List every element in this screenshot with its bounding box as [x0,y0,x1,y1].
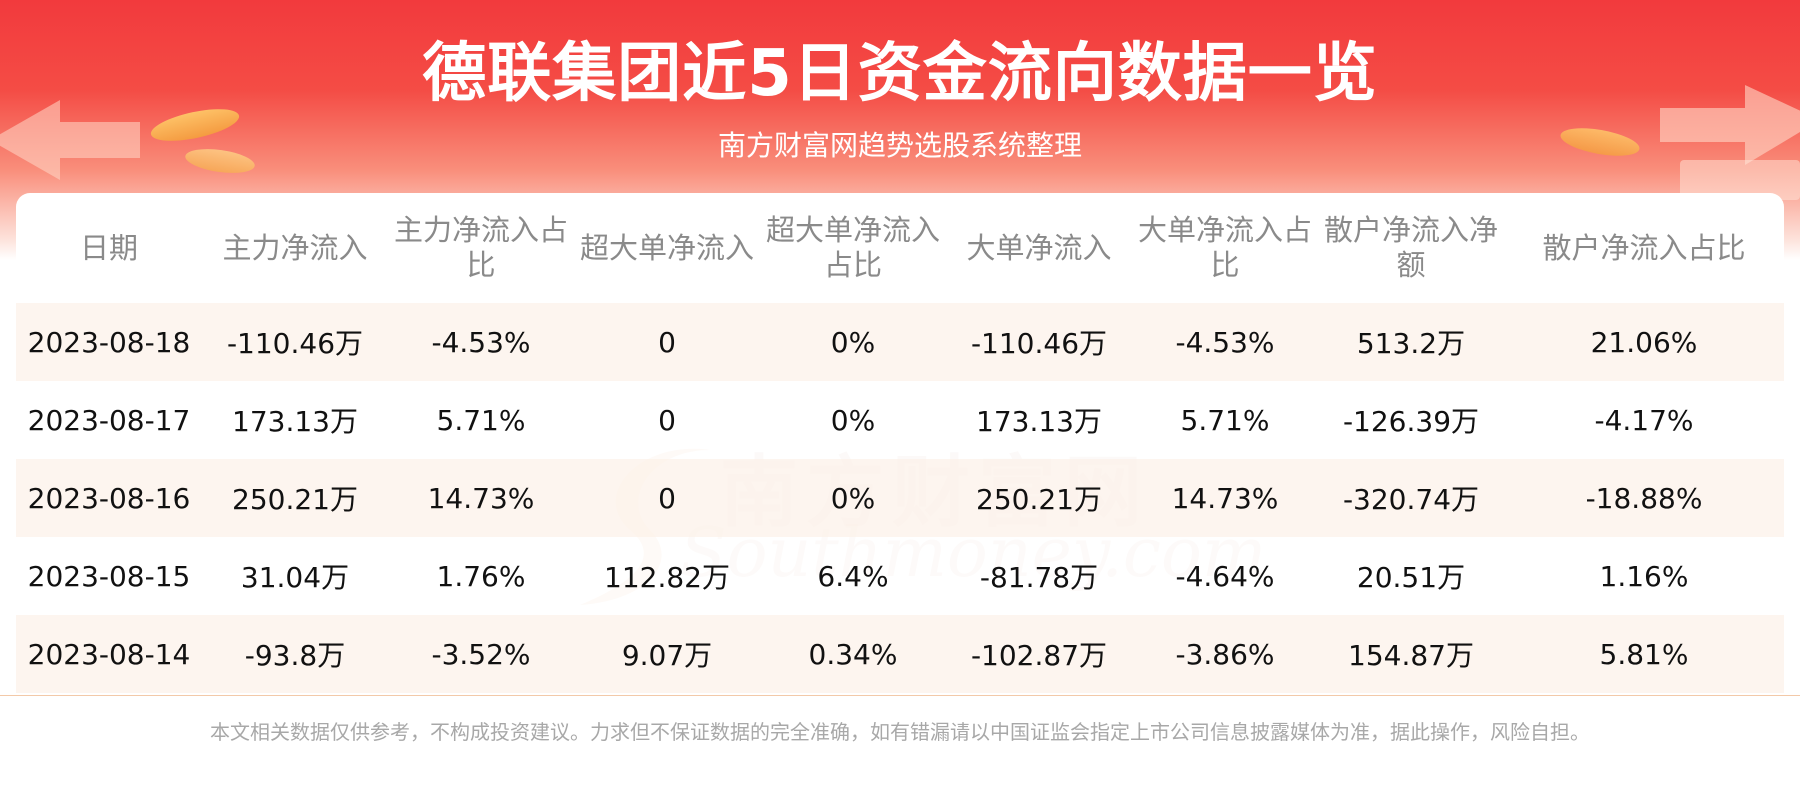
cell-large-inflow: -81.78万 [946,537,1132,615]
cell-large-ratio: 5.71% [1132,381,1318,459]
column-header-date: 日期 [79,230,138,265]
table-row: 2023-08-18 -110.46万 -4.53% 0 0% -110.46万… [16,303,1784,381]
cell-date: 2023-08-15 [16,537,202,615]
cell-date: 2023-08-16 [16,459,202,537]
cell-retail-inflow: -320.74万 [1318,459,1504,537]
footer-divider [0,695,1800,696]
cell-xl-inflow: 0 [574,459,760,537]
column-header-main-inflow: 主力净流入 [222,230,368,265]
footer-disclaimer: 本文相关数据仅供参考，不构成投资建议。力求但不保证数据的完全准确，如有错漏请以中… [210,720,1590,744]
cell-retail-inflow: 154.87万 [1318,615,1504,693]
cell-xl-inflow: 0 [574,303,760,381]
cell-main-ratio: 14.73% [388,459,574,537]
table-row: 2023-08-16 250.21万 14.73% 0 0% 250.21万 1… [16,459,1784,537]
cell-main-inflow: 31.04万 [202,537,388,615]
page-title: 德联集团近5日资金流向数据一览 [422,37,1378,111]
table-row: 2023-08-14 -93.8万 -3.52% 9.07万 0.34% -10… [16,615,1784,693]
column-header-xl-ratio: 超大单净流入占比 [766,213,941,282]
cell-retail-ratio: 1.16% [1504,537,1784,615]
table-header-row: 日期 主力净流入 主力净流入占比 超大单净流入 超大单净流入占比 大单净流入 大… [16,193,1784,303]
cell-main-ratio: -3.52% [388,615,574,693]
cell-date: 2023-08-17 [16,381,202,459]
cell-main-inflow: -93.8万 [202,615,388,693]
cell-retail-ratio: 21.06% [1504,303,1784,381]
cell-xl-inflow: 9.07万 [574,615,760,693]
column-header-retail-ratio: 散户净流入占比 [1542,230,1746,265]
cell-xl-ratio: 0% [760,303,946,381]
cell-main-ratio: 1.76% [388,537,574,615]
cell-xl-ratio: 6.4% [760,537,946,615]
cell-large-inflow: -110.46万 [946,303,1132,381]
cell-large-ratio: -4.53% [1132,303,1318,381]
page-subtitle: 南方财富网趋势选股系统整理 [717,129,1082,162]
column-header-xl-inflow: 超大单净流入 [580,230,755,265]
cell-date: 2023-08-14 [16,615,202,693]
cell-xl-ratio: 0% [760,381,946,459]
column-header-main-ratio: 主力净流入占比 [394,213,569,282]
arrow-decoration-right [1660,85,1800,200]
cell-main-inflow: -110.46万 [202,303,388,381]
cell-large-inflow: 173.13万 [946,381,1132,459]
cell-large-inflow: 250.21万 [946,459,1132,537]
cell-date: 2023-08-18 [16,303,202,381]
fund-flow-table: 日期 主力净流入 主力净流入占比 超大单净流入 超大单净流入占比 大单净流入 大… [16,193,1784,693]
cell-retail-ratio: 5.81% [1504,615,1784,693]
column-header-large-ratio: 大单净流入占比 [1138,213,1313,282]
column-header-large-inflow: 大单净流入 [966,230,1112,265]
cell-main-inflow: 250.21万 [202,459,388,537]
cell-xl-inflow: 0 [574,381,760,459]
table-row: 2023-08-15 31.04万 1.76% 112.82万 6.4% -81… [16,537,1784,615]
cell-retail-inflow: 20.51万 [1318,537,1504,615]
arrow-decoration-left [0,100,140,180]
table-row: 2023-08-17 173.13万 5.71% 0 0% 173.13万 5.… [16,381,1784,459]
cell-large-ratio: -4.64% [1132,537,1318,615]
cell-xl-ratio: 0.34% [760,615,946,693]
cell-retail-ratio: -4.17% [1504,381,1784,459]
column-header-retail-inflow: 散户净流入净额 [1324,213,1499,282]
cell-main-ratio: 5.71% [388,381,574,459]
cell-main-inflow: 173.13万 [202,381,388,459]
cell-retail-inflow: -126.39万 [1318,381,1504,459]
cell-retail-ratio: -18.88% [1504,459,1784,537]
cell-main-ratio: -4.53% [388,303,574,381]
cell-xl-ratio: 0% [760,459,946,537]
cell-large-ratio: 14.73% [1132,459,1318,537]
cell-large-inflow: -102.87万 [946,615,1132,693]
cell-xl-inflow: 112.82万 [574,537,760,615]
cell-retail-inflow: 513.2万 [1318,303,1504,381]
cell-large-ratio: -3.86% [1132,615,1318,693]
